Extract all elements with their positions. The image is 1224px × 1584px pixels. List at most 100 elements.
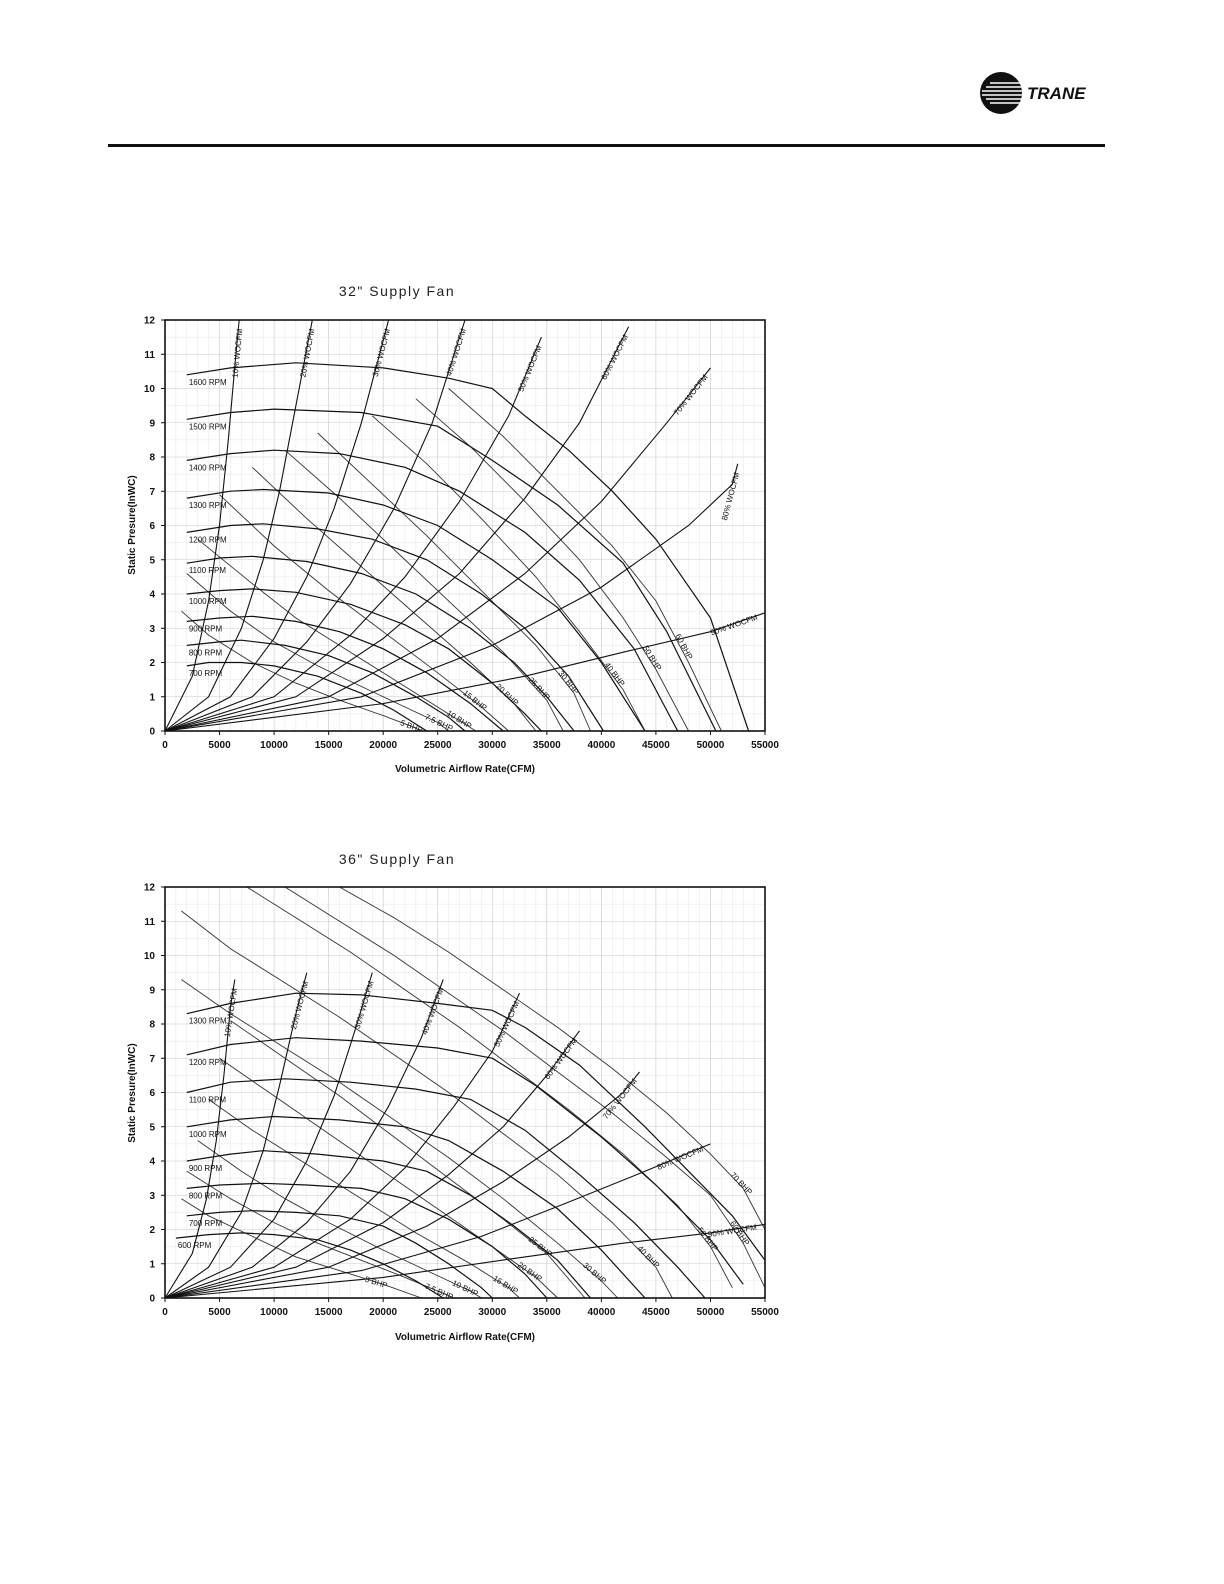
bhp-curve-50-bhp — [246, 886, 733, 1288]
rpm-curve-1100-rpm — [186, 1078, 706, 1299]
rpm-curve-800-rpm — [186, 639, 466, 732]
rpm-curve-700-rpm — [186, 661, 428, 732]
rpm-label-800-rpm: 800 RPM — [189, 1191, 223, 1200]
bhp-curve-7-5-bhp — [186, 573, 449, 732]
bhp-label-20-bhp: 20 BHP — [494, 682, 520, 707]
y-tick-label: 0 — [149, 1294, 155, 1305]
wocfm-line-70-wocfm — [164, 367, 711, 732]
wocfm-label-40-wocfm: 40% WOCFM — [445, 327, 469, 377]
wocfm-label-10-wocfm: 10% WOCFM — [231, 328, 245, 378]
x-tick-label: 15000 — [315, 740, 343, 751]
y-tick-label: 7 — [149, 487, 155, 498]
bhp-curve-15-bhp — [208, 1099, 520, 1299]
wocfm-label-60-wocfm: 60% WOCFM — [600, 333, 631, 381]
x-tick-label: 30000 — [478, 740, 506, 751]
y-tick-label: 9 — [149, 985, 155, 996]
y-tick-label: 10 — [144, 951, 156, 962]
rpm-label-1500-rpm: 1500 RPM — [189, 422, 227, 431]
rpm-curve-800-rpm — [186, 1182, 548, 1299]
y-tick-label: 6 — [149, 521, 155, 532]
wocfm-label-10-wocfm: 10% WOCFM — [223, 987, 240, 1037]
y-tick-label: 9 — [149, 418, 155, 429]
wocfm-line-80-wocfm — [164, 463, 739, 732]
rpm-curve-700-rpm — [186, 1210, 493, 1299]
x-tick-label: 40000 — [587, 740, 615, 751]
rpm-label-1300-rpm: 1300 RPM — [189, 501, 227, 510]
x-tick-label: 55000 — [751, 1307, 779, 1318]
wocfm-label-70-wocfm: 70% WOCFM — [601, 1077, 639, 1121]
bhp-curve-25-bhp — [284, 449, 564, 732]
x-axis-label: Volumetric Airflow Rate(CFM) — [395, 764, 535, 775]
wocfm-line-40-wocfm — [164, 319, 466, 732]
wocfm-line-20-wocfm — [164, 319, 313, 732]
bhp-curve-50-bhp — [415, 398, 689, 732]
y-tick-label: 10 — [144, 384, 156, 395]
bhp-label-10-bhp: 10 BHP — [451, 1279, 480, 1299]
x-axis-label: Volumetric Airflow Rate(CFM) — [395, 1332, 535, 1343]
wocfm-line-50-wocfm — [164, 336, 542, 732]
x-tick-label: 20000 — [369, 740, 397, 751]
rpm-curve-1200-rpm — [186, 1037, 744, 1285]
x-tick-label: 40000 — [587, 1307, 615, 1318]
wocfm-line-70-wocfm — [164, 1071, 640, 1299]
wocfm-label-80-wocfm: 80% WOCFM — [656, 1144, 705, 1171]
bhp-label-15-bhp: 15 BHP — [491, 1274, 519, 1296]
rpm-label-1100-rpm: 1100 RPM — [189, 566, 227, 575]
rpm-label-900-rpm: 900 RPM — [189, 1164, 223, 1173]
x-tick-label: 25000 — [424, 740, 452, 751]
y-tick-label: 3 — [149, 1191, 155, 1202]
x-tick-label: 45000 — [642, 740, 670, 751]
rpm-label-1100-rpm: 1100 RPM — [189, 1096, 227, 1105]
x-tick-label: 0 — [162, 740, 168, 751]
rpm-label-1000-rpm: 1000 RPM — [189, 597, 227, 606]
bhp-curve-5-bhp — [181, 610, 422, 732]
brand-wordmark: TRANE — [1027, 84, 1086, 103]
rpm-curve-1000-rpm — [186, 1115, 646, 1299]
wocfm-label-30-wocfm: 30% WOCFM — [371, 327, 392, 377]
bhp-label-40-bhp: 40 BHP — [636, 1244, 662, 1270]
grid — [164, 886, 766, 1299]
bhp-curve-25-bhp — [230, 1020, 586, 1299]
wocfm-line-30-wocfm — [164, 319, 390, 732]
rpm-label-1200-rpm: 1200 RPM — [189, 1058, 227, 1067]
x-tick-label: 45000 — [642, 1307, 670, 1318]
y-tick-label: 7 — [149, 1054, 155, 1065]
x-tick-label: 50000 — [697, 740, 725, 751]
x-tick-label: 5000 — [208, 740, 231, 751]
y-tick-label: 1 — [149, 1259, 155, 1270]
axis-ticks: 0 5000 10000 15000 20000 25000 30000 35000 40000… — [144, 883, 779, 1319]
wocfm-line-50-wocfm — [164, 992, 520, 1299]
x-tick-label: 10000 — [260, 740, 288, 751]
rpm-label-1000-rpm: 1000 RPM — [189, 1130, 227, 1139]
bhp-curve-60-bhp — [284, 886, 766, 1288]
x-tick-label: 10000 — [260, 1307, 288, 1318]
x-tick-label: 0 — [162, 1307, 168, 1318]
rpm-label-800-rpm: 800 RPM — [189, 648, 223, 657]
rpm-label-1300-rpm: 1300 RPM — [189, 1017, 227, 1026]
y-tick-label: 5 — [149, 555, 155, 566]
wocfm-line-60-wocfm — [164, 326, 630, 732]
x-tick-label: 50000 — [697, 1307, 725, 1318]
y-tick-label: 4 — [149, 590, 155, 601]
rpm-curve-1400-rpm — [186, 449, 679, 732]
bhp-curve-5-bhp — [181, 1198, 422, 1299]
rpm-label-1600-rpm: 1600 RPM — [189, 378, 227, 387]
wocfm-label-50-wocfm: 50% WOCFM — [516, 344, 543, 393]
bhp-label-30-bhp: 30 BHP — [581, 1261, 608, 1286]
y-tick-label: 1 — [149, 692, 155, 703]
y-tick-label: 12 — [144, 316, 156, 327]
rpm-curve-1500-rpm — [186, 408, 717, 732]
rpm-label-1200-rpm: 1200 RPM — [189, 535, 227, 544]
y-tick-label: 2 — [149, 1225, 155, 1236]
wocfm-label-90-wocfm: 90% WOCFM — [709, 613, 759, 638]
bhp-curve-40-bhp — [181, 910, 673, 1299]
y-tick-label: 2 — [149, 658, 155, 669]
y-tick-label: 8 — [149, 453, 155, 464]
wocfm-label-80-wocfm: 80% WOCFM — [720, 471, 741, 521]
trane-logo: TRANE — [980, 72, 1086, 114]
bhp-curve-20-bhp — [219, 1057, 559, 1299]
